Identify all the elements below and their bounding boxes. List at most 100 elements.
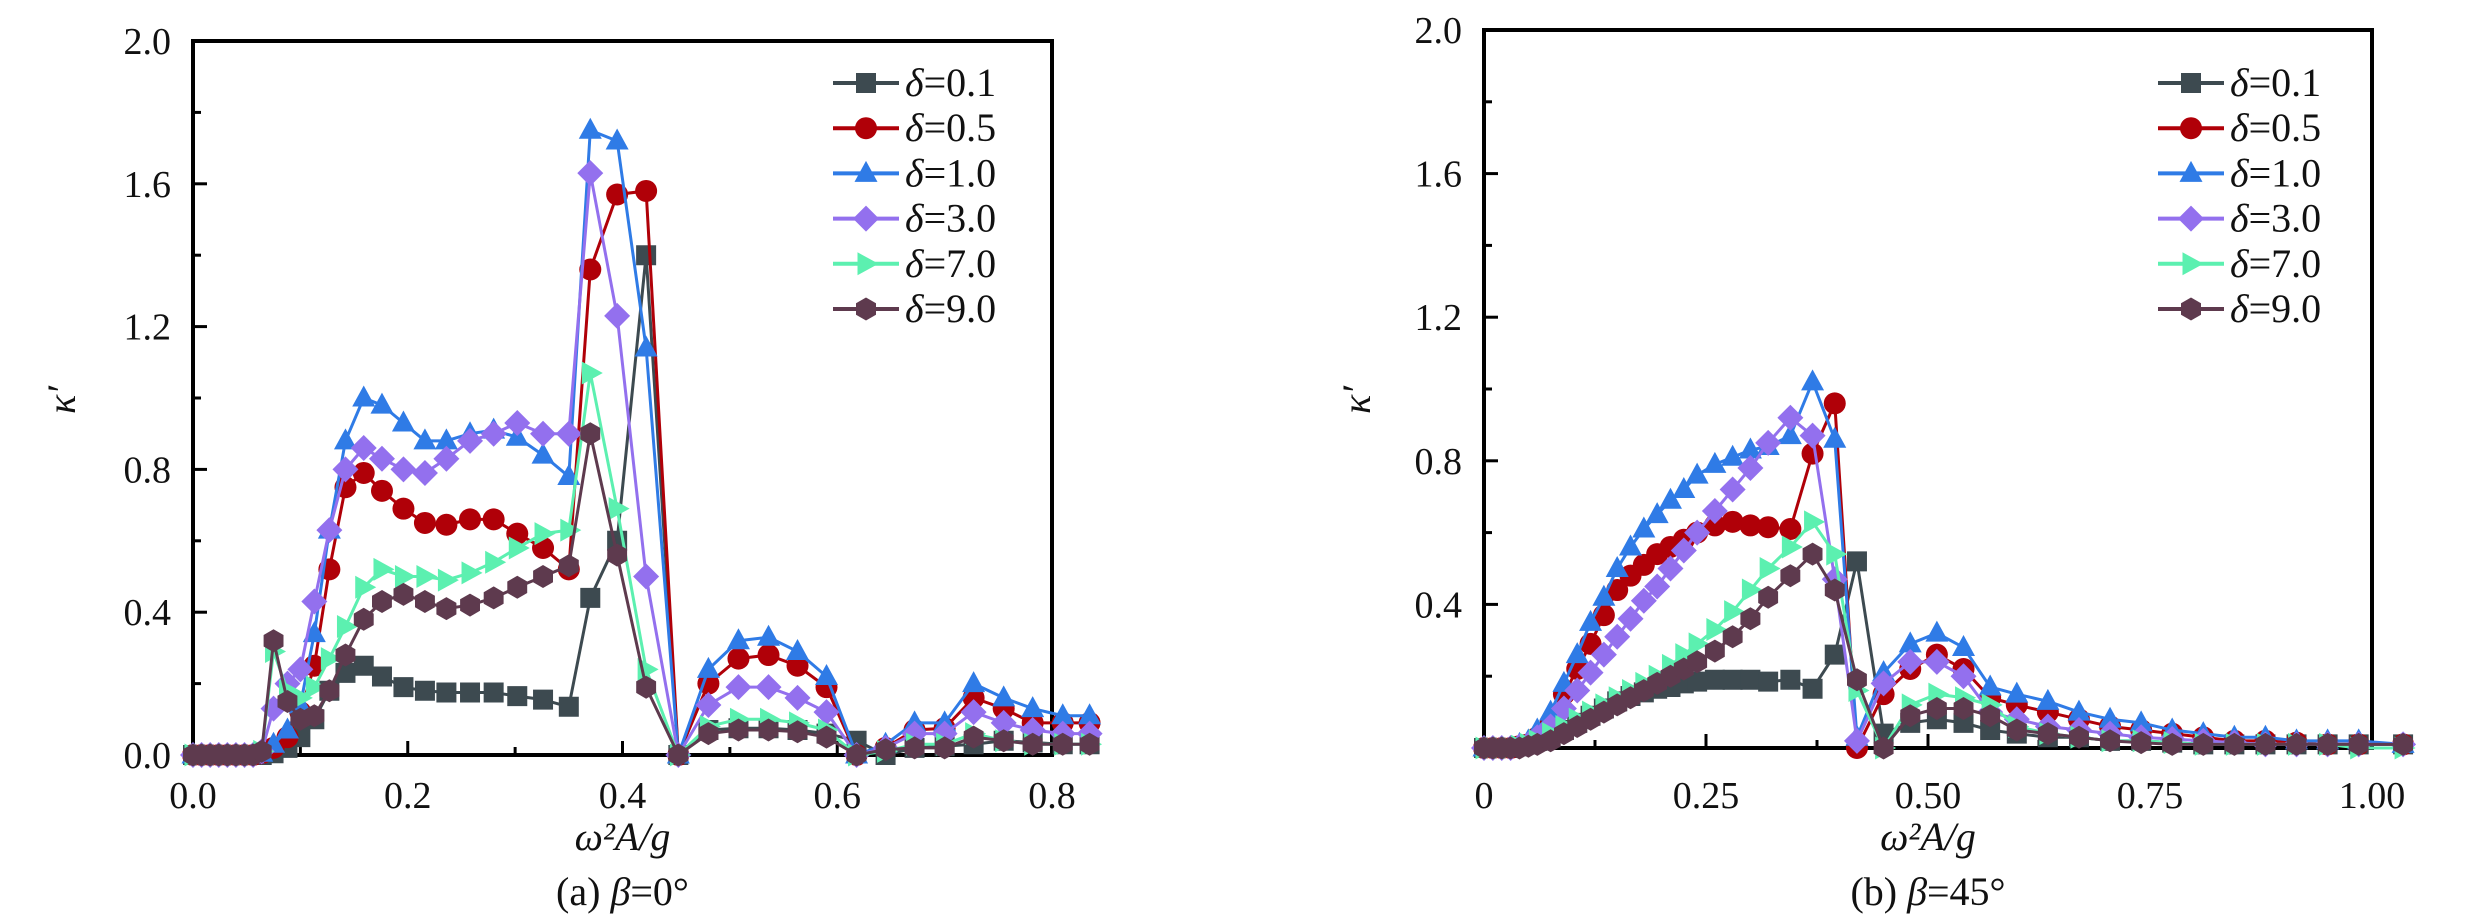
data-point-hexagon bbox=[277, 690, 298, 713]
data-point-triangle-up bbox=[2036, 688, 2060, 710]
data-point-triangle-up bbox=[1658, 487, 1682, 509]
data-point-diamond bbox=[504, 409, 531, 436]
data-point-triangle-right bbox=[534, 522, 556, 546]
y-tick-label: 1.6 bbox=[124, 164, 172, 206]
data-point-square bbox=[1704, 669, 1725, 690]
data-point-triangle-up bbox=[1672, 477, 1696, 499]
legend-symbol: δ bbox=[2230, 286, 2250, 331]
x-tick-label: 0.8 bbox=[1028, 775, 1076, 817]
legend-value: 7.0 bbox=[2271, 241, 2321, 286]
data-point-triangle-right bbox=[1741, 578, 1763, 602]
legend-item: δ=9.0 bbox=[833, 286, 996, 331]
data-point-square bbox=[460, 682, 481, 703]
data-point-hexagon bbox=[2317, 732, 2338, 756]
data-point-triangle-up bbox=[1685, 462, 1709, 484]
data-point-hexagon bbox=[251, 739, 272, 763]
panel-a-chart: 0.0 0.2 0.4 0.6 0.8 0.0 0.4 0.8 1.2 1.6 2.0 κ′ ω²A/g… bbox=[39, 21, 1103, 914]
data-point-triangle-up bbox=[1801, 369, 1825, 391]
data-point-triangle-right bbox=[485, 550, 507, 574]
data-point-triangle-right bbox=[1826, 542, 1848, 566]
legend-value: 3.0 bbox=[2271, 196, 2321, 241]
caption-prefix: (b) bbox=[1850, 869, 1907, 914]
data-point-hexagon bbox=[1687, 650, 1708, 674]
data-point-triangle-up bbox=[1978, 674, 2002, 696]
data-point-hexagon bbox=[319, 679, 340, 703]
data-point-triangle-right bbox=[394, 565, 416, 588]
data-point-triangle-right bbox=[305, 675, 327, 699]
data-point-triangle-right bbox=[373, 557, 395, 581]
data-point-hexagon bbox=[1900, 704, 1921, 728]
data-point-hexagon bbox=[580, 422, 601, 446]
data-point-triangle-up bbox=[1645, 502, 1669, 524]
data-point-triangle-up bbox=[1738, 437, 1762, 459]
data-point-square bbox=[580, 587, 601, 608]
legend-item: δ=0.5 bbox=[833, 105, 996, 150]
x-tick-label: 0 bbox=[1475, 775, 1494, 817]
data-point-hexagon bbox=[1802, 542, 1823, 566]
legend-label: δ=0.5 bbox=[905, 105, 996, 150]
data-point-circle bbox=[392, 497, 415, 520]
data-point-diamond bbox=[1604, 623, 1631, 650]
legend: δ=0.1δ=0.5δ=1.0δ=3.0δ=7.0δ=9.0 bbox=[2158, 60, 2321, 331]
y-tick-label: 1.2 bbox=[1415, 297, 1463, 339]
data-point-diamond bbox=[725, 674, 752, 701]
data-point-diamond bbox=[784, 684, 811, 711]
legend-equals: = bbox=[924, 286, 947, 331]
data-point-hexagon bbox=[1740, 607, 1761, 631]
x-tick-label: 0.50 bbox=[1895, 775, 1962, 817]
legend-marker-triangle-right bbox=[857, 252, 879, 276]
data-point-triangle-up bbox=[531, 442, 555, 464]
data-point-hexagon bbox=[934, 736, 955, 760]
legend-symbol: δ bbox=[2230, 241, 2250, 286]
data-point-circle bbox=[413, 511, 436, 534]
data-point-triangle-up bbox=[1898, 631, 1922, 653]
data-point-hexagon bbox=[1722, 625, 1743, 649]
y-tick-label: 0.4 bbox=[1415, 584, 1463, 626]
data-point-hexagon bbox=[2286, 732, 2307, 756]
legend-label: δ=3.0 bbox=[905, 196, 996, 241]
legend-value: 1.0 bbox=[946, 150, 996, 195]
data-point-triangle-up bbox=[275, 717, 299, 739]
y-axis-title: κ′ bbox=[1334, 385, 1379, 414]
data-point-hexagon bbox=[2348, 732, 2369, 756]
y-tick-label: 0.8 bbox=[1415, 441, 1463, 483]
legend-item: δ=7.0 bbox=[2158, 241, 2321, 286]
data-point-triangle-right bbox=[1706, 618, 1728, 642]
data-point-diamond bbox=[1657, 555, 1684, 582]
data-point-circle bbox=[482, 508, 505, 531]
data-point-diamond bbox=[1644, 573, 1671, 600]
panel-b-chart: 0 0.25 0.50 0.75 1.00 0.4 0.8 1.2 1.6 2.0 κ′ ω²A/g (… bbox=[1334, 10, 2417, 914]
data-point-diamond bbox=[1777, 404, 1804, 431]
data-point-diamond bbox=[633, 563, 660, 590]
legend-value: 0.1 bbox=[946, 60, 996, 105]
y-tick-label: 0.8 bbox=[124, 449, 172, 491]
data-point-triangle-right bbox=[560, 518, 582, 542]
x-tick-label: 0.75 bbox=[2117, 775, 2184, 817]
data-point-hexagon bbox=[1079, 732, 1100, 756]
legend-item: δ=1.0 bbox=[833, 150, 996, 195]
legend-value: 0.1 bbox=[2271, 60, 2321, 105]
legend-label: δ=9.0 bbox=[905, 286, 996, 331]
legend-value: 7.0 bbox=[946, 241, 996, 286]
data-point-triangle-up bbox=[391, 410, 415, 432]
data-point-diamond bbox=[695, 692, 722, 719]
data-point-hexagon bbox=[963, 725, 984, 749]
data-point-diamond bbox=[1799, 422, 1826, 449]
legend-equals: = bbox=[2249, 60, 2272, 105]
legend-item: δ=9.0 bbox=[2158, 286, 2321, 331]
legend-symbol: δ bbox=[905, 105, 925, 150]
legend-marker-circle bbox=[2180, 117, 2202, 140]
data-point-diamond bbox=[1843, 727, 1870, 754]
caption-suffix: =45° bbox=[1927, 869, 2006, 914]
data-point-square bbox=[1740, 669, 1761, 690]
data-point-diamond bbox=[433, 445, 460, 472]
data-point-diamond bbox=[1617, 605, 1644, 632]
data-point-diamond bbox=[390, 456, 417, 483]
legend-item: δ=1.0 bbox=[2158, 150, 2321, 195]
data-point-triangle-up bbox=[1721, 444, 1745, 466]
data-point-diamond bbox=[530, 420, 557, 447]
data-point-hexagon bbox=[1980, 704, 2001, 728]
data-point-triangle-up bbox=[786, 638, 810, 660]
data-point-diamond bbox=[480, 420, 507, 447]
